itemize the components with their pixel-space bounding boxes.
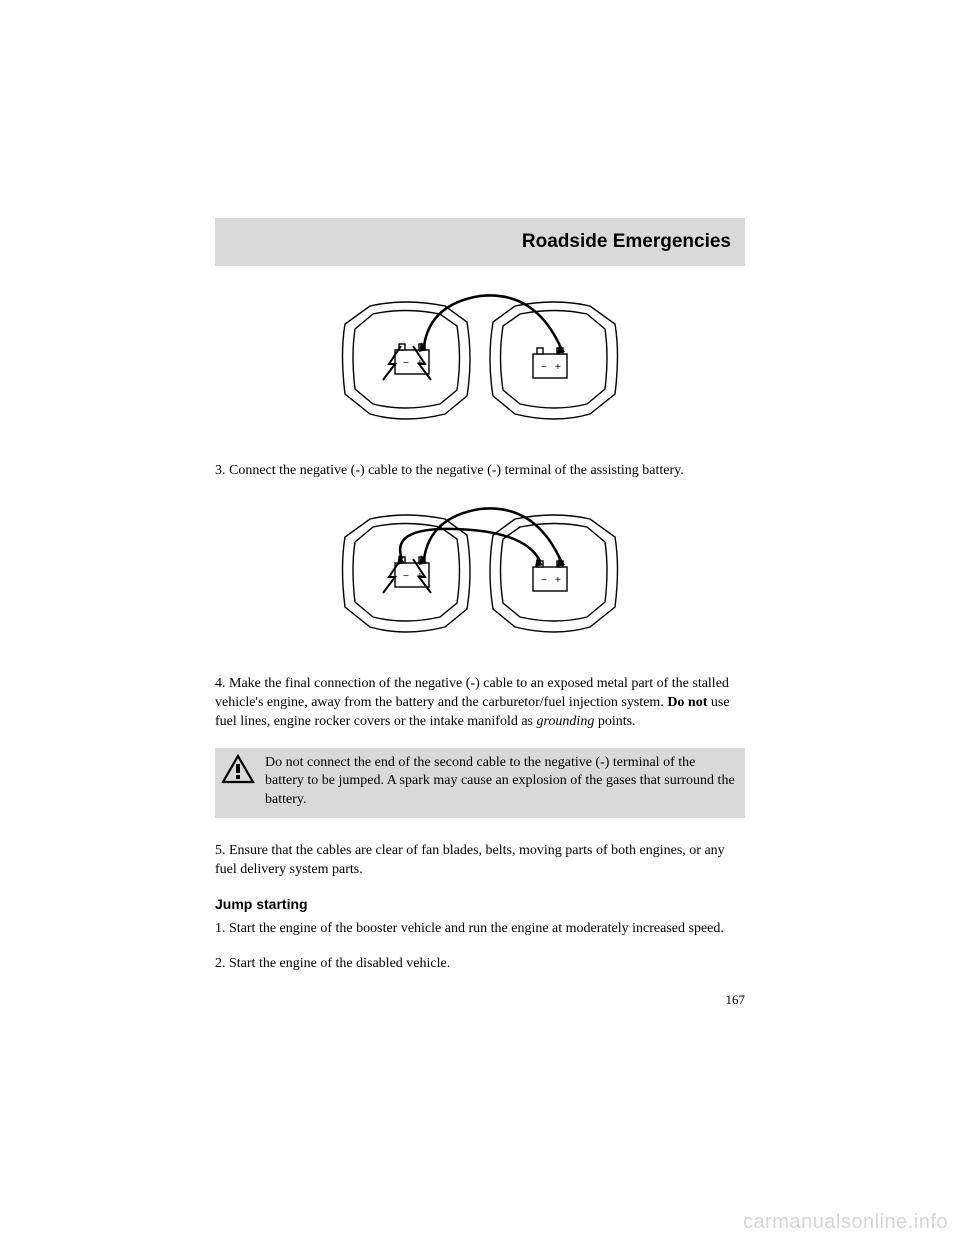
step4-pre: 4. Make the final connection of the nega… xyxy=(215,676,729,710)
figure-jumpstart-step3: − + − + xyxy=(335,497,625,657)
step4-italic: grounding xyxy=(537,714,595,729)
svg-text:+: + xyxy=(555,362,561,373)
jumpstart-step-1: 1. Start the engine of the booster vehic… xyxy=(215,920,745,939)
jump-starting-heading: Jump starting xyxy=(215,896,745,912)
svg-text:+: + xyxy=(555,575,561,586)
page-content: Roadside Emergencies − + xyxy=(215,218,745,1008)
jumpstart-diagram-1: − + − + xyxy=(335,284,625,444)
warning-callout: Do not connect the end of the second cab… xyxy=(215,748,745,819)
section-header: Roadside Emergencies xyxy=(215,218,745,266)
warning-icon xyxy=(221,754,255,784)
svg-text:−: − xyxy=(403,571,409,582)
svg-text:−: − xyxy=(541,362,547,373)
page-number: 167 xyxy=(215,992,745,1008)
watermark: carmanualsonline.info xyxy=(743,1211,948,1234)
svg-text:−: − xyxy=(403,358,409,369)
jumpstart-step-2: 2. Start the engine of the disabled vehi… xyxy=(215,955,745,974)
step-3-text: 3. Connect the negative (-) cable to the… xyxy=(215,462,745,481)
jumpstart-diagram-2: − + − + xyxy=(335,497,625,657)
svg-text:−: − xyxy=(541,575,547,586)
step4-post: points. xyxy=(594,714,635,729)
step-4-text: 4. Make the final connection of the nega… xyxy=(215,675,745,732)
step-5-text: 5. Ensure that the cables are clear of f… xyxy=(215,842,745,880)
section-title: Roadside Emergencies xyxy=(522,231,731,253)
warning-text: Do not connect the end of the second cab… xyxy=(265,754,735,811)
figure-jumpstart-step2: − + − + xyxy=(335,284,625,444)
step4-bold: Do not xyxy=(667,695,707,710)
